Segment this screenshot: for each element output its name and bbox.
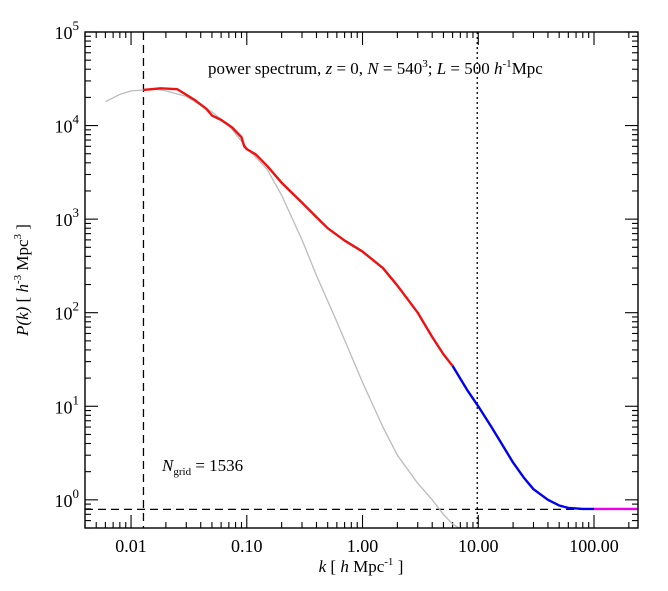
y-tick-label: 103 <box>55 205 80 230</box>
y-tick-label: 101 <box>55 392 80 417</box>
spectrum-curve-1 <box>105 88 460 528</box>
y-tick-label: 104 <box>55 112 80 137</box>
x-tick-label: 10.00 <box>458 536 499 556</box>
chart-title: power spectrum, z = 0, N = 5403; L = 500… <box>208 58 543 78</box>
x-tick-label: 0.10 <box>231 536 263 556</box>
y-axis-label: P(k) [ h-3 Mpc3 ] <box>12 224 32 337</box>
x-tick-labels: 0.01 0.10 1.00 10.00 100.00 <box>115 536 618 556</box>
y-tick-label: 100 <box>55 486 80 511</box>
x-axis-label: k [ h Mpc-1 ] <box>319 556 404 576</box>
y-tick-label: 105 <box>55 18 80 43</box>
x-tick-label: 0.01 <box>115 536 147 556</box>
reference-lines <box>85 32 638 528</box>
y-tick-labels: 100 101 102 103 104 105 <box>55 18 80 511</box>
spectrum-curves <box>105 87 638 528</box>
spectrum-curve-2 <box>143 87 454 367</box>
x-tick-label: 100.00 <box>569 536 619 556</box>
axis-ticks <box>84 31 638 529</box>
ngrid-annotation: Ngrid = 1536 <box>161 456 243 478</box>
y-tick-label: 102 <box>55 299 80 324</box>
x-tick-label: 1.00 <box>347 536 379 556</box>
spectrum-curve-3 <box>451 365 594 511</box>
plot-frame <box>84 31 639 529</box>
